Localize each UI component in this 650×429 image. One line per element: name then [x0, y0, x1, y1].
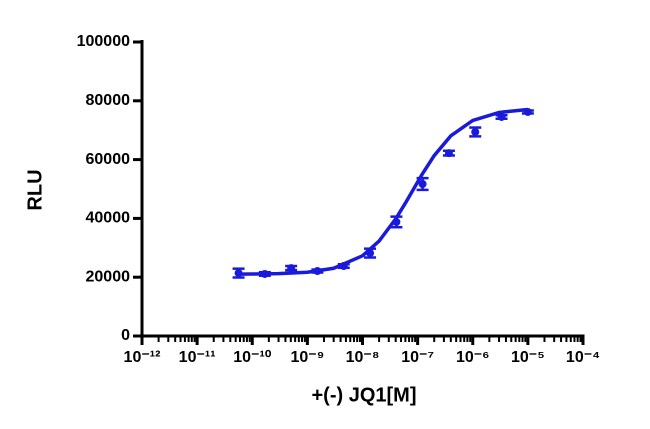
- data-point: [497, 112, 506, 121]
- y-tick-label: 100000: [77, 33, 130, 50]
- x-tick-label: 10⁻⁸: [346, 349, 380, 366]
- x-axis-title: +(-) JQ1[M]: [312, 384, 417, 406]
- x-tick-label: 10⁻⁴: [566, 349, 600, 366]
- data-point: [418, 180, 427, 189]
- data-point: [471, 127, 480, 136]
- x-tick-label: 10⁻⁵: [511, 349, 545, 366]
- x-tick-label: 10⁻⁶: [456, 349, 490, 366]
- x-tick-label: 10⁻⁹: [290, 349, 324, 366]
- x-tick-label: 10⁻⁷: [401, 349, 434, 366]
- y-tick-label: 40000: [86, 210, 131, 227]
- y-axis-title: RLU: [24, 169, 46, 210]
- y-tick-label: 60000: [86, 151, 131, 168]
- x-tick-label: 10⁻¹⁰: [233, 349, 272, 366]
- y-tick-label: 20000: [86, 268, 131, 285]
- x-tick-label: 10⁻¹²: [124, 349, 161, 366]
- data-point: [444, 149, 453, 158]
- y-tick-label: 0: [121, 327, 130, 344]
- data-point: [287, 264, 296, 273]
- fit-curve: [238, 107, 529, 276]
- x-tick-label: 10⁻¹¹: [179, 349, 216, 366]
- y-tick-label: 80000: [86, 92, 131, 109]
